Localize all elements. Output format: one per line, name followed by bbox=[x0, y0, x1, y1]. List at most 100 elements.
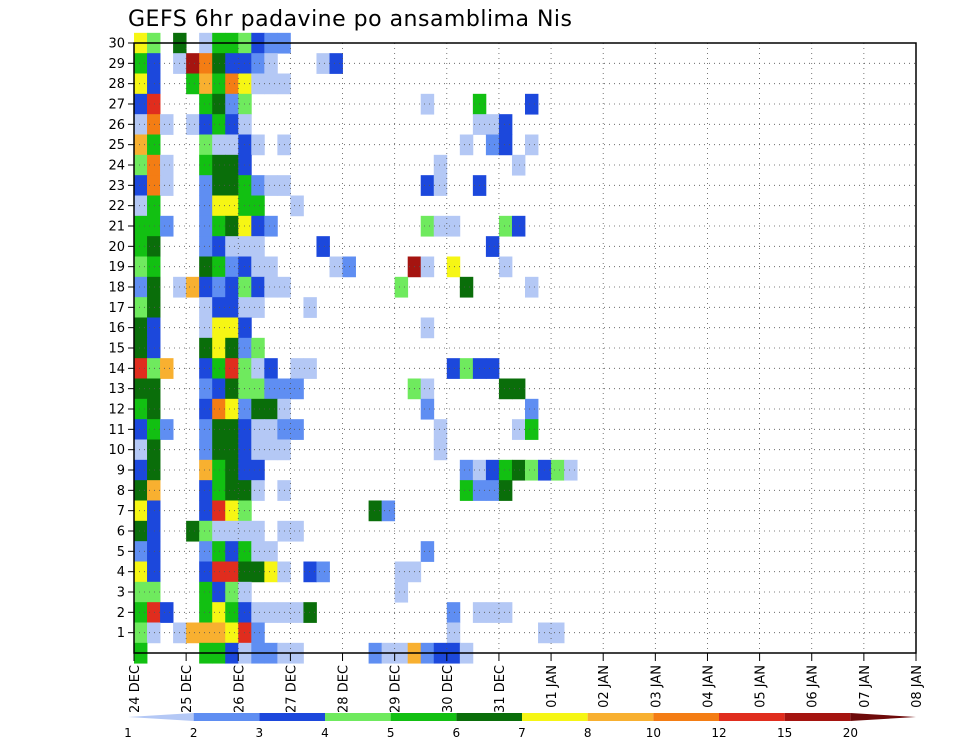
heatmap-cell bbox=[225, 480, 239, 501]
heatmap-cell bbox=[498, 256, 513, 278]
heatmap-cell bbox=[199, 419, 213, 440]
heatmap-cell bbox=[147, 459, 161, 481]
heatmap-cell bbox=[446, 358, 461, 379]
heatmap-cell bbox=[264, 256, 278, 278]
y-tick-label: 3 bbox=[117, 586, 125, 601]
heatmap-cell bbox=[303, 561, 317, 583]
heatmap-cell bbox=[485, 134, 500, 156]
y-tick-label: 29 bbox=[108, 57, 125, 72]
heatmap-cell bbox=[134, 114, 148, 135]
heatmap-cell bbox=[446, 215, 461, 237]
heatmap-cell bbox=[394, 276, 409, 298]
heatmap-cell bbox=[147, 602, 161, 623]
legend-swatch bbox=[193, 713, 260, 721]
heatmap-cell bbox=[290, 378, 304, 400]
heatmap-cell bbox=[212, 134, 226, 156]
heatmap-cell bbox=[394, 561, 409, 583]
heatmap-cell bbox=[134, 236, 148, 257]
heatmap-cell bbox=[134, 439, 148, 461]
heatmap-cell bbox=[212, 73, 226, 95]
heatmap-cell bbox=[134, 154, 148, 176]
heatmap-cell bbox=[134, 459, 148, 481]
y-tick-label: 5 bbox=[117, 545, 125, 560]
heatmap-cell bbox=[251, 419, 265, 440]
heatmap-cell bbox=[264, 602, 278, 623]
heatmap-cell bbox=[433, 439, 448, 461]
heatmap-cell bbox=[134, 398, 148, 420]
y-tick-label: 28 bbox=[108, 77, 125, 92]
heatmap-cells bbox=[134, 32, 578, 664]
heatmap-cell bbox=[212, 175, 226, 196]
heatmap-cell bbox=[212, 439, 226, 461]
heatmap-cell bbox=[147, 520, 161, 542]
heatmap-cell bbox=[485, 358, 500, 379]
heatmap-cell bbox=[212, 236, 226, 257]
legend-label: 12 bbox=[711, 726, 726, 740]
heatmap-cell bbox=[511, 459, 526, 481]
heatmap-cell bbox=[134, 134, 148, 156]
heatmap-cell bbox=[498, 114, 513, 135]
heatmap-cell bbox=[134, 520, 148, 542]
heatmap-cell bbox=[225, 195, 239, 217]
heatmap-cell bbox=[264, 215, 278, 237]
heatmap-cell bbox=[212, 520, 226, 542]
heatmap-cell bbox=[394, 581, 409, 603]
heatmap-cell bbox=[525, 276, 539, 298]
legend-label: 15 bbox=[777, 726, 792, 740]
legend-swatch bbox=[325, 713, 391, 721]
heatmap-cell bbox=[147, 53, 161, 74]
heatmap-cell bbox=[225, 93, 239, 115]
heatmap-cell bbox=[199, 520, 213, 542]
heatmap-cell bbox=[303, 602, 317, 623]
y-tick-label: 22 bbox=[108, 199, 125, 214]
x-tick-label: 01 JAN bbox=[545, 665, 560, 708]
heatmap-cell bbox=[134, 378, 148, 400]
heatmap-cell bbox=[199, 317, 213, 339]
heatmap-cell bbox=[134, 337, 148, 359]
heatmap-cell bbox=[251, 622, 265, 644]
heatmap-cell bbox=[225, 236, 239, 257]
heatmap-cell bbox=[147, 73, 161, 95]
heatmap-cell bbox=[160, 602, 174, 623]
y-tick-label: 7 bbox=[117, 504, 125, 519]
legend-label: 3 bbox=[256, 726, 264, 740]
legend-swatch bbox=[128, 713, 194, 721]
heatmap-cell bbox=[225, 398, 239, 420]
heatmap-cell bbox=[485, 480, 500, 501]
legend-swatch bbox=[390, 713, 457, 721]
x-tick-label: 28 DEC bbox=[337, 665, 352, 713]
heatmap-cell bbox=[186, 53, 200, 74]
heatmap-cell bbox=[212, 53, 226, 74]
heatmap-cell bbox=[134, 419, 148, 440]
y-tick-label: 10 bbox=[108, 443, 125, 458]
heatmap-cell bbox=[134, 622, 148, 644]
heatmap-cell bbox=[498, 215, 513, 237]
heatmap-cell bbox=[199, 541, 213, 562]
heatmap-cell bbox=[485, 114, 500, 135]
heatmap-cell bbox=[134, 297, 148, 318]
legend-label: 5 bbox=[387, 726, 395, 740]
heatmap-cell bbox=[525, 398, 539, 420]
heatmap-cell bbox=[212, 622, 226, 644]
heatmap-cell bbox=[251, 459, 265, 481]
x-tick-label: 31 DEC bbox=[493, 665, 508, 713]
heatmap-cell bbox=[225, 317, 239, 339]
heatmap-cell bbox=[225, 561, 239, 583]
heatmap-cell bbox=[147, 195, 161, 217]
x-tick-label: 30 DEC bbox=[441, 665, 456, 713]
heatmap-cell bbox=[290, 419, 304, 440]
legend-label: 4 bbox=[321, 726, 329, 740]
heatmap-cell bbox=[446, 622, 461, 644]
heatmap-cell bbox=[212, 114, 226, 135]
legend-label: 20 bbox=[843, 726, 858, 740]
heatmap-cell bbox=[199, 175, 213, 196]
heatmap-cell bbox=[212, 378, 226, 400]
heatmap-cell bbox=[147, 439, 161, 461]
heatmap-cell bbox=[160, 154, 174, 176]
y-tick-label: 15 bbox=[108, 342, 125, 357]
heatmap-cell bbox=[251, 358, 265, 379]
x-tick-label: 29 DEC bbox=[389, 665, 404, 713]
x-tick-label: 05 JAN bbox=[754, 665, 769, 708]
heatmap-cell bbox=[225, 114, 239, 135]
heatmap-cell bbox=[459, 276, 474, 298]
